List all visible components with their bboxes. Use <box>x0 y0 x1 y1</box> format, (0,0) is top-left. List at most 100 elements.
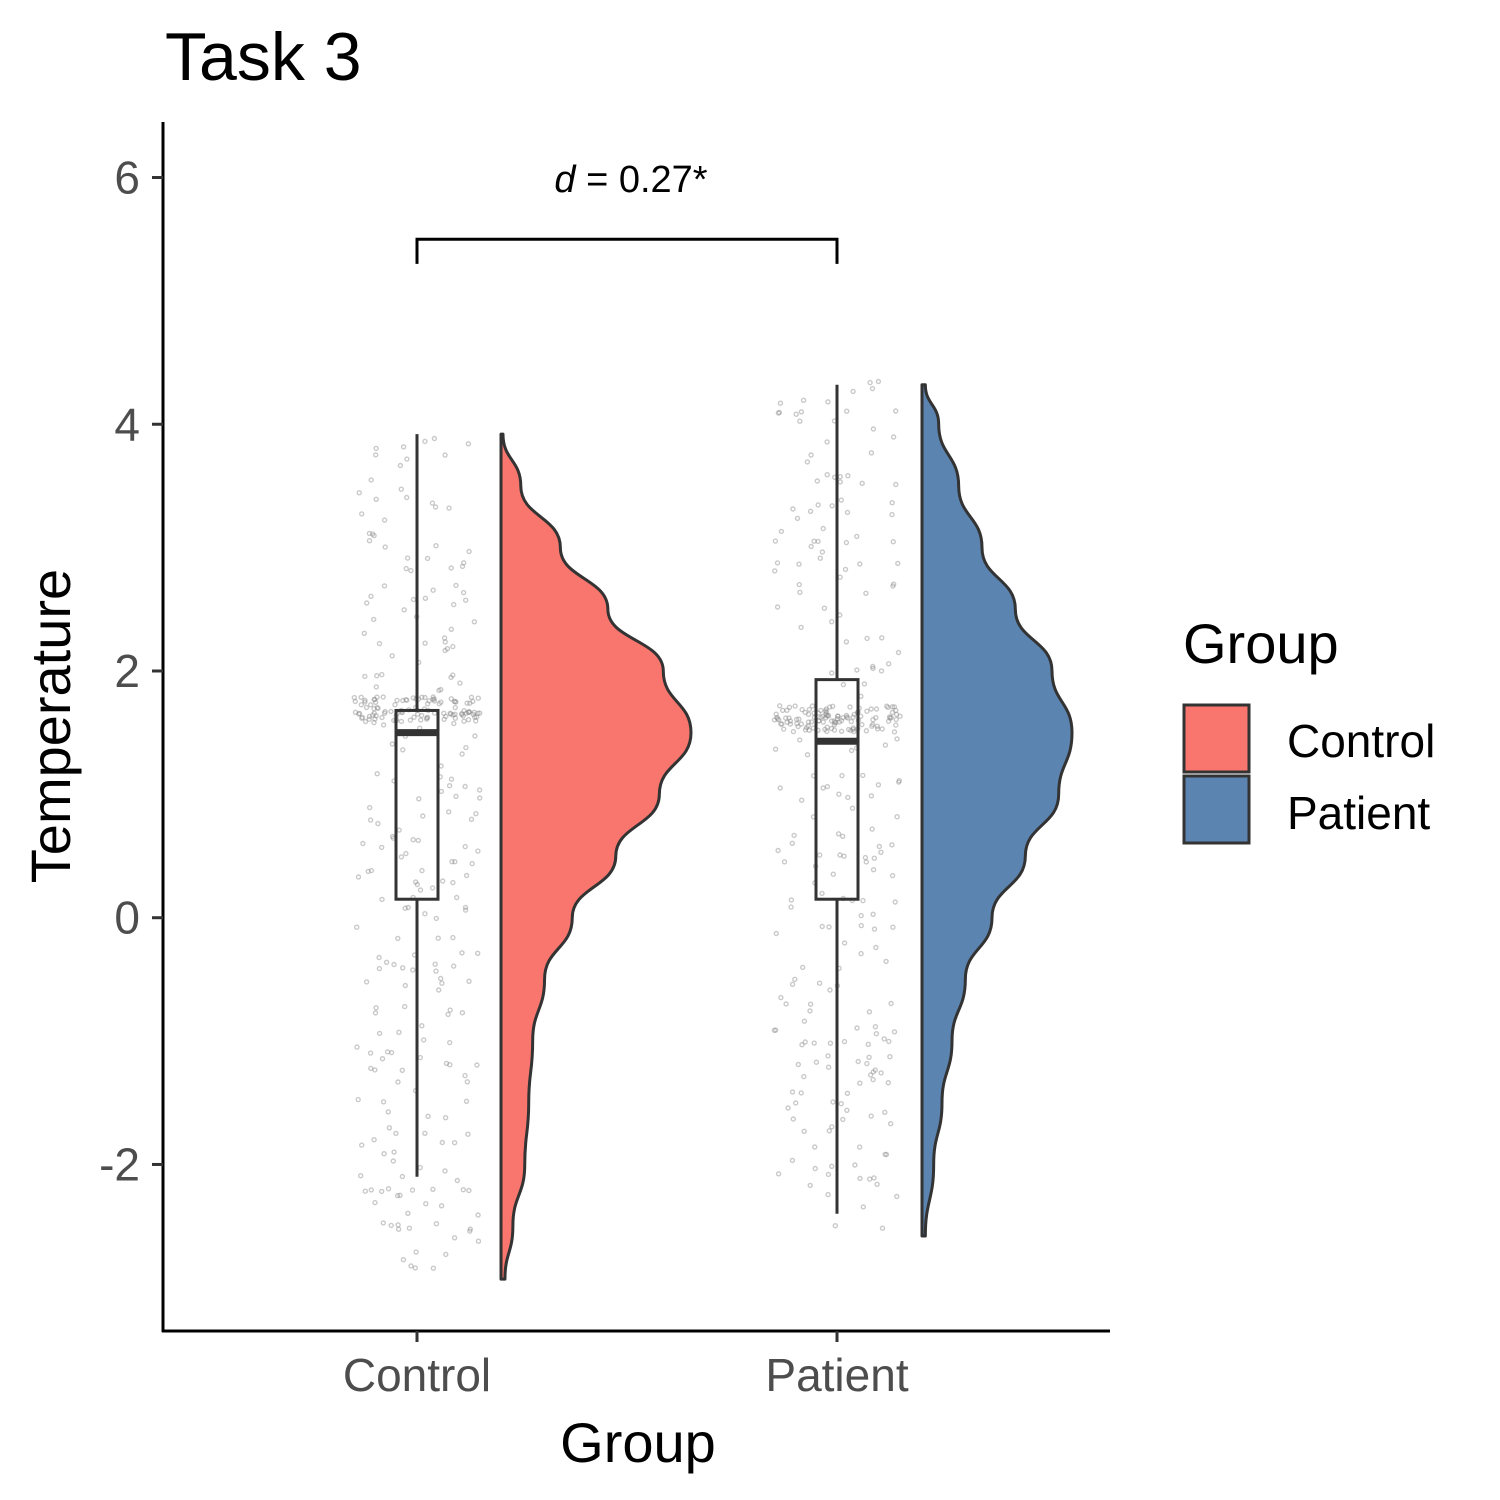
data-point <box>829 1163 835 1170</box>
data-point <box>403 565 409 572</box>
data-point <box>442 1168 448 1174</box>
data-point <box>886 714 893 720</box>
data-point <box>893 716 899 723</box>
data-point <box>882 1151 888 1158</box>
x-axis-title: Group <box>560 1411 716 1474</box>
data-point <box>395 1226 402 1232</box>
data-point <box>362 697 368 703</box>
data-point <box>410 967 416 973</box>
box-patient <box>814 678 860 901</box>
data-point <box>459 711 465 718</box>
data-point <box>438 975 444 982</box>
data-point <box>430 694 436 700</box>
data-point <box>890 583 896 589</box>
data-point <box>775 847 781 854</box>
data-point <box>829 670 835 676</box>
data-point <box>774 560 781 566</box>
data-point <box>429 885 436 891</box>
data-point <box>399 1173 406 1180</box>
data-point <box>776 409 783 416</box>
data-point <box>805 711 812 717</box>
data-point <box>843 539 850 546</box>
data-point <box>430 1265 437 1271</box>
data-point <box>426 698 432 704</box>
data-point <box>431 698 438 704</box>
data-point <box>859 721 865 728</box>
data-point <box>393 1130 399 1137</box>
data-point <box>424 701 431 707</box>
data-point <box>459 563 466 570</box>
data-point <box>848 747 855 754</box>
data-point <box>411 714 417 720</box>
data-point <box>824 472 830 478</box>
data-point <box>399 1067 405 1074</box>
data-point <box>858 912 864 919</box>
data-point <box>380 694 386 700</box>
data-point <box>886 1038 892 1045</box>
data-point <box>788 904 794 910</box>
data-point <box>841 853 847 859</box>
data-point <box>838 717 845 724</box>
data-point <box>841 1038 848 1045</box>
data-point <box>382 544 388 550</box>
data-point <box>832 1222 838 1229</box>
data-point <box>366 713 372 720</box>
data-point <box>424 714 431 721</box>
data-point <box>408 567 414 574</box>
data-point <box>364 600 370 606</box>
data-point <box>793 411 799 417</box>
data-point <box>825 1053 831 1059</box>
data-point <box>355 874 362 880</box>
data-point <box>461 718 467 724</box>
data-point <box>772 538 779 544</box>
data-point <box>475 1212 481 1218</box>
data-point <box>475 710 481 716</box>
data-point <box>818 707 824 714</box>
plot-area <box>351 378 1074 1281</box>
data-point <box>875 782 882 788</box>
data-point <box>451 1235 458 1241</box>
data-point <box>896 778 902 784</box>
data-point <box>893 711 900 718</box>
data-point <box>778 994 784 1001</box>
data-point <box>825 1191 831 1198</box>
data-point <box>422 1130 428 1137</box>
data-point <box>829 619 835 625</box>
data-point <box>855 1058 861 1065</box>
data-point <box>398 854 405 860</box>
data-point <box>430 1186 436 1193</box>
data-point <box>868 1113 874 1119</box>
data-point <box>868 706 874 712</box>
data-point <box>422 694 428 701</box>
data-point <box>847 704 853 710</box>
data-point <box>885 704 891 711</box>
data-point <box>396 1029 402 1036</box>
data-point <box>827 1040 834 1046</box>
data-point <box>447 1039 453 1046</box>
data-point <box>850 714 856 720</box>
data-point <box>887 1053 893 1060</box>
y-ticks: -2 0 2 4 6 <box>99 152 163 1190</box>
data-point <box>819 549 826 555</box>
data-point <box>424 716 430 722</box>
data-point <box>448 776 455 782</box>
data-point <box>362 718 369 725</box>
data-point <box>439 1139 445 1146</box>
data-point <box>374 704 380 711</box>
data-point <box>819 890 825 897</box>
data-point <box>432 961 438 967</box>
data-point <box>463 1098 470 1105</box>
data-point <box>787 718 794 724</box>
data-point <box>848 718 854 725</box>
data-point <box>829 1124 835 1130</box>
data-point <box>790 1116 796 1122</box>
data-point <box>824 439 830 445</box>
data-point <box>433 1220 440 1227</box>
data-point <box>464 1079 470 1085</box>
data-point <box>799 1041 805 1048</box>
data-point <box>793 1100 799 1106</box>
data-point <box>888 1000 894 1007</box>
data-point <box>459 1010 466 1016</box>
data-point <box>823 706 829 712</box>
data-point <box>798 624 804 631</box>
